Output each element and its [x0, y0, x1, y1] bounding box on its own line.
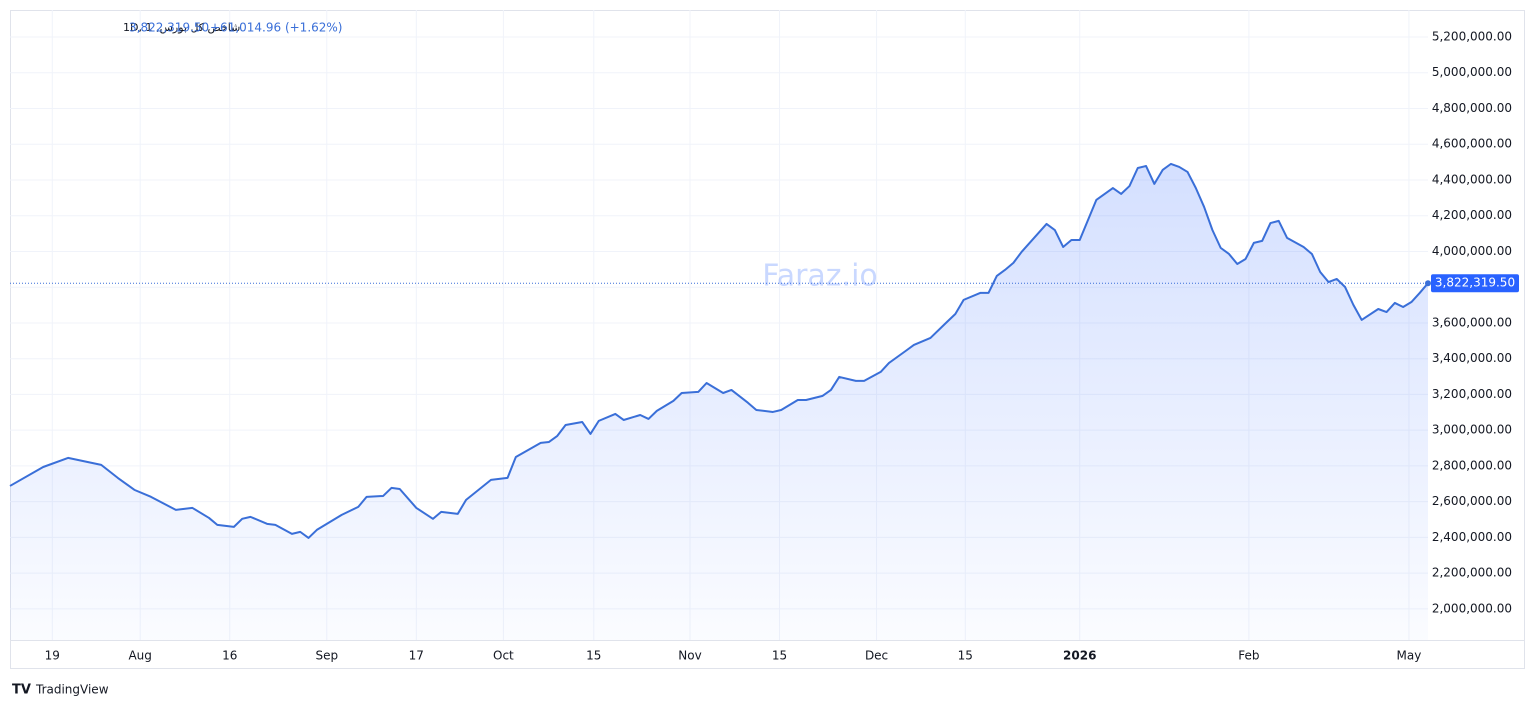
- x-tick-label: 15: [772, 649, 787, 663]
- chart-title: شاخص کل بورس, 1D, 1: [123, 21, 240, 34]
- x-tick-label: 17: [409, 649, 424, 663]
- y-tick-label: 3,600,000.00: [1432, 315, 1512, 329]
- y-tick-label: 2,200,000.00: [1432, 566, 1512, 580]
- last-price-badge: [1431, 274, 1519, 293]
- x-tick-label: Dec: [865, 649, 888, 663]
- x-tick-label: Aug: [128, 649, 151, 663]
- y-tick-label: 5,200,000.00: [1432, 29, 1512, 43]
- header-price: 3,822,319.50: [129, 21, 209, 35]
- area-fill: [10, 163, 1428, 640]
- y-tick-label: 4,200,000.00: [1432, 208, 1512, 222]
- x-tick-label: May: [1397, 649, 1422, 663]
- y-tick-label: 2,800,000.00: [1432, 458, 1512, 472]
- x-tick-label: 19: [45, 649, 60, 663]
- x-tick-label: 16: [222, 649, 237, 663]
- last-price-label: 3,822,319.50: [1435, 276, 1515, 290]
- x-tick-label: 15: [958, 649, 973, 663]
- y-tick-label: 3,000,000.00: [1432, 423, 1512, 437]
- y-tick-label: 3,200,000.00: [1432, 387, 1512, 401]
- x-tick-label: Nov: [678, 649, 701, 663]
- brand-logo: TV: [12, 683, 31, 698]
- x-tick-label: Sep: [315, 649, 338, 663]
- y-tick-label: 2,000,000.00: [1432, 601, 1512, 615]
- watermark: Faraz.io: [762, 259, 878, 294]
- frame: [10, 10, 1525, 669]
- y-tick-label: 4,000,000.00: [1432, 244, 1512, 258]
- x-tick-label: 15: [586, 649, 601, 663]
- y-tick-label: 5,000,000.00: [1432, 65, 1512, 79]
- y-tick-label: 2,600,000.00: [1432, 494, 1512, 508]
- header-change: +61,014.96 (+1.62%): [210, 21, 342, 35]
- x-tick-label: Feb: [1238, 649, 1259, 663]
- y-tick-label: 4,800,000.00: [1432, 101, 1512, 115]
- brand: TradingView: [35, 683, 109, 697]
- x-tick-label: Oct: [493, 649, 514, 663]
- y-tick-label: 3,400,000.00: [1432, 351, 1512, 365]
- price-line: [9, 162, 1429, 539]
- y-tick-label: 4,400,000.00: [1432, 172, 1512, 186]
- y-tick-label: 4,600,000.00: [1432, 137, 1512, 151]
- y-tick-label: 2,400,000.00: [1432, 530, 1512, 544]
- x-tick-label: 2026: [1063, 649, 1096, 663]
- last-point: [1425, 280, 1431, 287]
